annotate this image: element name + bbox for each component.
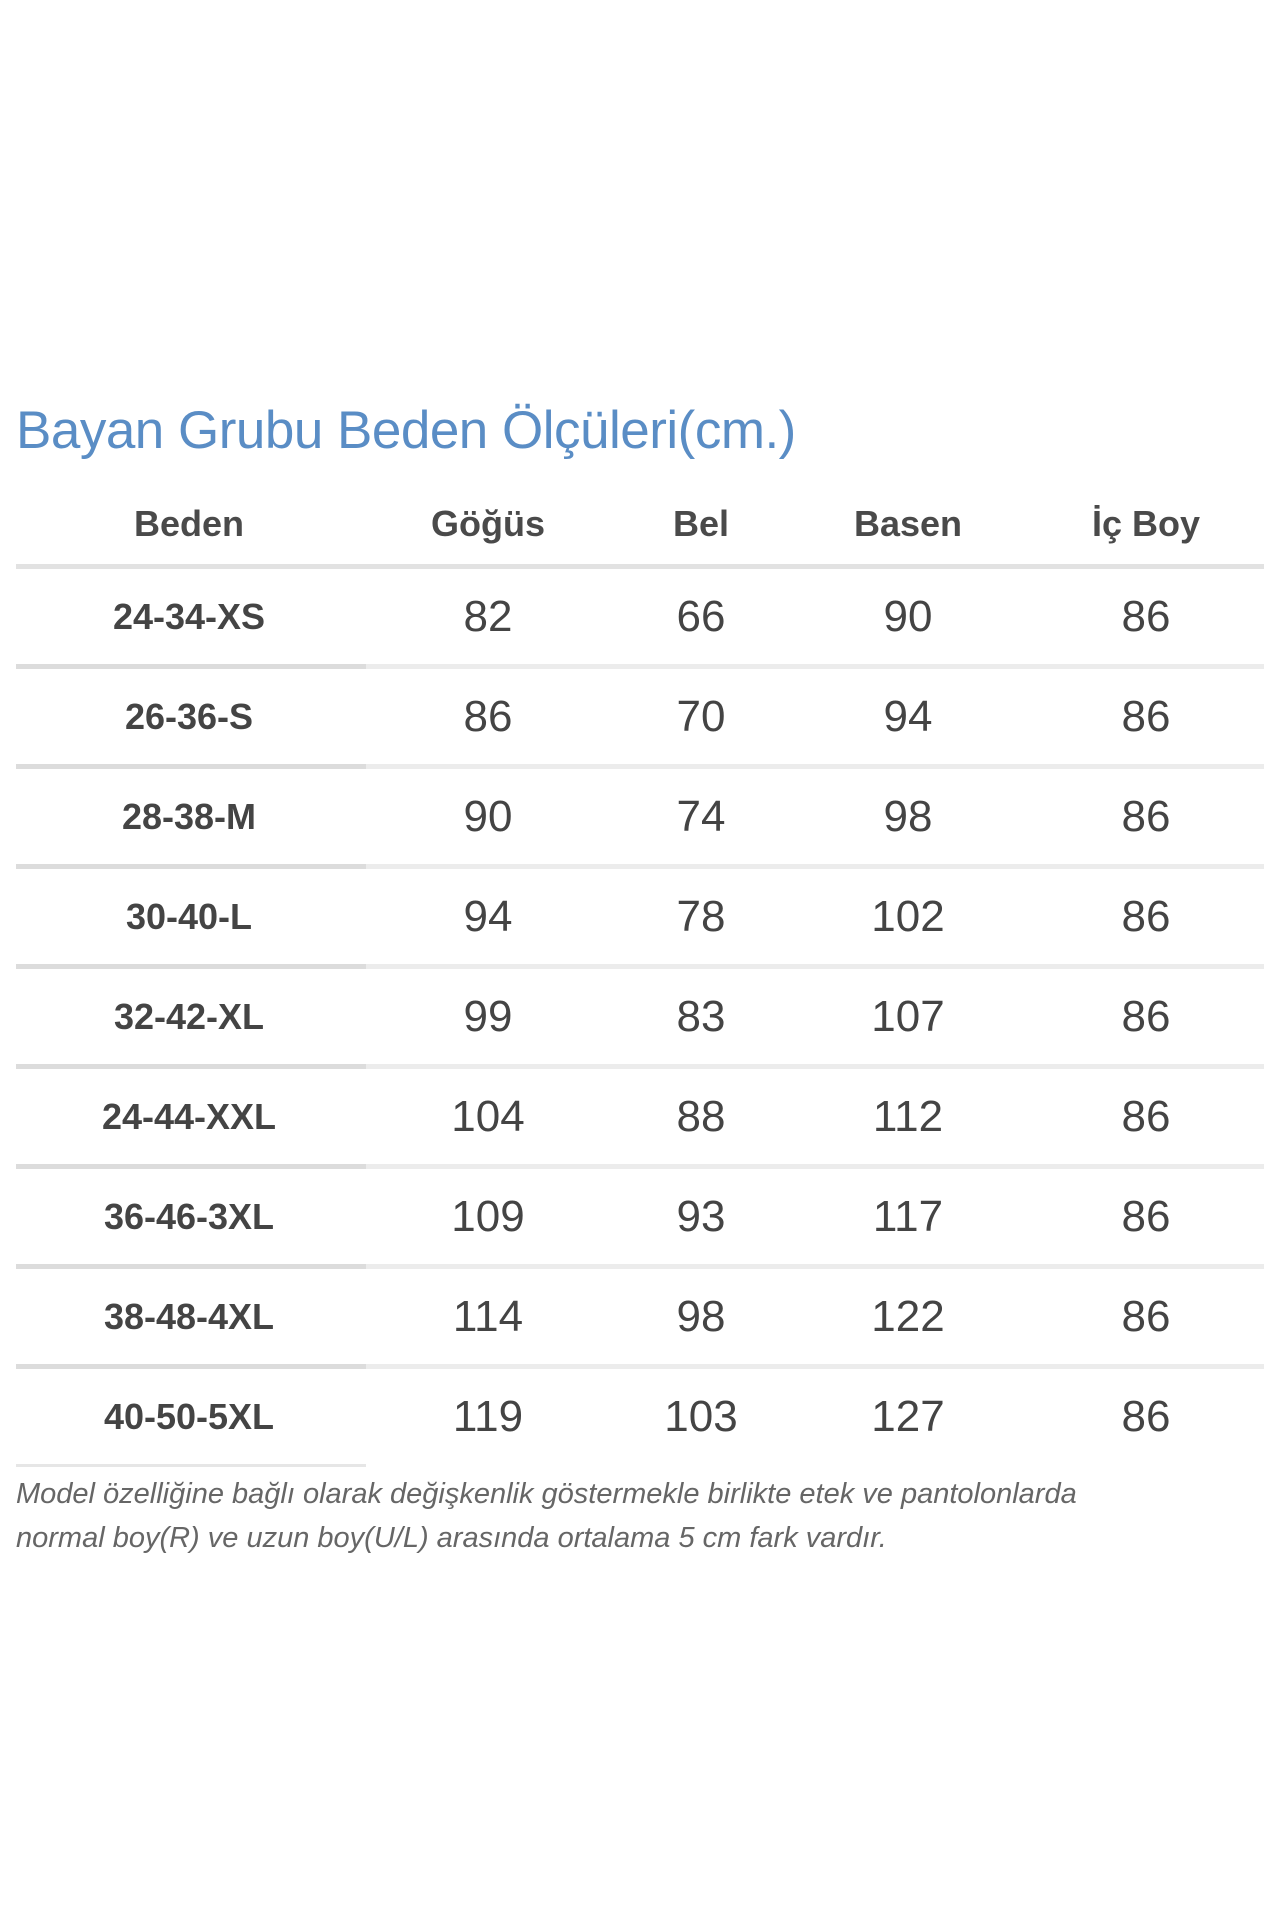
- header-bel: Bel: [672, 503, 730, 544]
- cell-inseam: 86: [1121, 1291, 1171, 1341]
- size-chart-table: Beden Göğüs Bel Basen İç Boy 24-34-XS 82 6…: [16, 484, 1264, 1467]
- header-basen: Basen: [853, 503, 963, 544]
- cell-inseam: 86: [1121, 1091, 1171, 1141]
- cell-inseam: 86: [1121, 691, 1171, 741]
- cell-waist: 78: [676, 891, 726, 941]
- cell-hip: 102: [871, 891, 945, 941]
- cell-hip: 122: [871, 1291, 945, 1341]
- cell-waist: 98: [676, 1291, 726, 1341]
- footnote-line-1: Model özelliğine bağlı olarak değişkenli…: [16, 1478, 1077, 1510]
- cell-size: 24-34-XS: [112, 595, 266, 637]
- cell-waist: 70: [676, 691, 726, 741]
- table-row: 28-38-M 90 74 98 86: [16, 769, 1264, 869]
- cell-chest: 94: [463, 891, 513, 941]
- cell-chest: 104: [451, 1091, 525, 1141]
- cell-size: 30-40-L: [125, 895, 253, 937]
- header-gogus: Göğüs: [431, 503, 545, 544]
- cell-waist: 88: [676, 1091, 726, 1141]
- cell-hip: 127: [871, 1391, 945, 1441]
- cell-waist: 93: [676, 1191, 726, 1241]
- table-row: 38-48-4XL 114 98 122 86: [16, 1269, 1264, 1369]
- cell-hip: 94: [883, 691, 933, 741]
- cell-size: 26-36-S: [124, 695, 254, 737]
- cell-chest: 90: [463, 791, 513, 841]
- cell-waist: 74: [676, 791, 726, 841]
- cell-inseam: 86: [1121, 591, 1171, 641]
- table-header: Beden Göğüs Bel Basen İç Boy: [16, 484, 1264, 569]
- cell-inseam: 86: [1121, 891, 1171, 941]
- table-row: 32-42-XL 99 83 107 86: [16, 969, 1264, 1069]
- cell-inseam: 86: [1121, 991, 1171, 1041]
- cell-size: 38-48-4XL: [103, 1295, 275, 1337]
- header-beden: Beden: [133, 503, 245, 544]
- cell-chest: 109: [451, 1191, 525, 1241]
- table-row: 24-44-XXL 104 88 112 86: [16, 1069, 1264, 1169]
- cell-waist: 83: [676, 991, 726, 1041]
- cell-waist: 103: [664, 1391, 738, 1441]
- header-ic-boy: İç Boy: [1091, 503, 1201, 544]
- footnote-line-2: normal boy(R) ve uzun boy(U/L) arasında …: [16, 1522, 887, 1554]
- cell-size: 40-50-5XL: [103, 1395, 275, 1437]
- cell-chest: 99: [463, 991, 513, 1041]
- cell-chest: 114: [452, 1291, 524, 1341]
- cell-hip: 98: [883, 791, 933, 841]
- table-row: 36-46-3XL 109 93 117 86: [16, 1169, 1264, 1269]
- cell-inseam: 86: [1121, 791, 1171, 841]
- table-row: 30-40-L 94 78 102 86: [16, 869, 1264, 969]
- cell-inseam: 86: [1121, 1191, 1171, 1241]
- cell-hip: 117: [872, 1191, 944, 1241]
- table-row: 40-50-5XL 119 103 127 86: [16, 1369, 1264, 1467]
- cell-chest: 86: [463, 691, 513, 741]
- cell-hip: 90: [883, 591, 933, 641]
- cell-size: 28-38-M: [121, 795, 257, 837]
- table-row: 24-34-XS 82 66 90 86: [16, 569, 1264, 669]
- cell-waist: 66: [676, 591, 726, 641]
- cell-size: 24-44-XXL: [101, 1095, 277, 1137]
- footnote: Model özelliğine bağlı olarak değişkenli…: [16, 1472, 1246, 1560]
- cell-size: 32-42-XL: [113, 995, 265, 1037]
- cell-hip: 112: [872, 1091, 944, 1141]
- cell-chest: 119: [452, 1391, 524, 1441]
- page-title: Bayan Grubu Beden Ölçüleri(cm.): [16, 401, 796, 460]
- cell-hip: 107: [871, 991, 945, 1041]
- cell-size: 36-46-3XL: [103, 1195, 275, 1237]
- cell-inseam: 86: [1121, 1391, 1171, 1441]
- table-row: 26-36-S 86 70 94 86: [16, 669, 1264, 769]
- cell-chest: 82: [463, 591, 513, 641]
